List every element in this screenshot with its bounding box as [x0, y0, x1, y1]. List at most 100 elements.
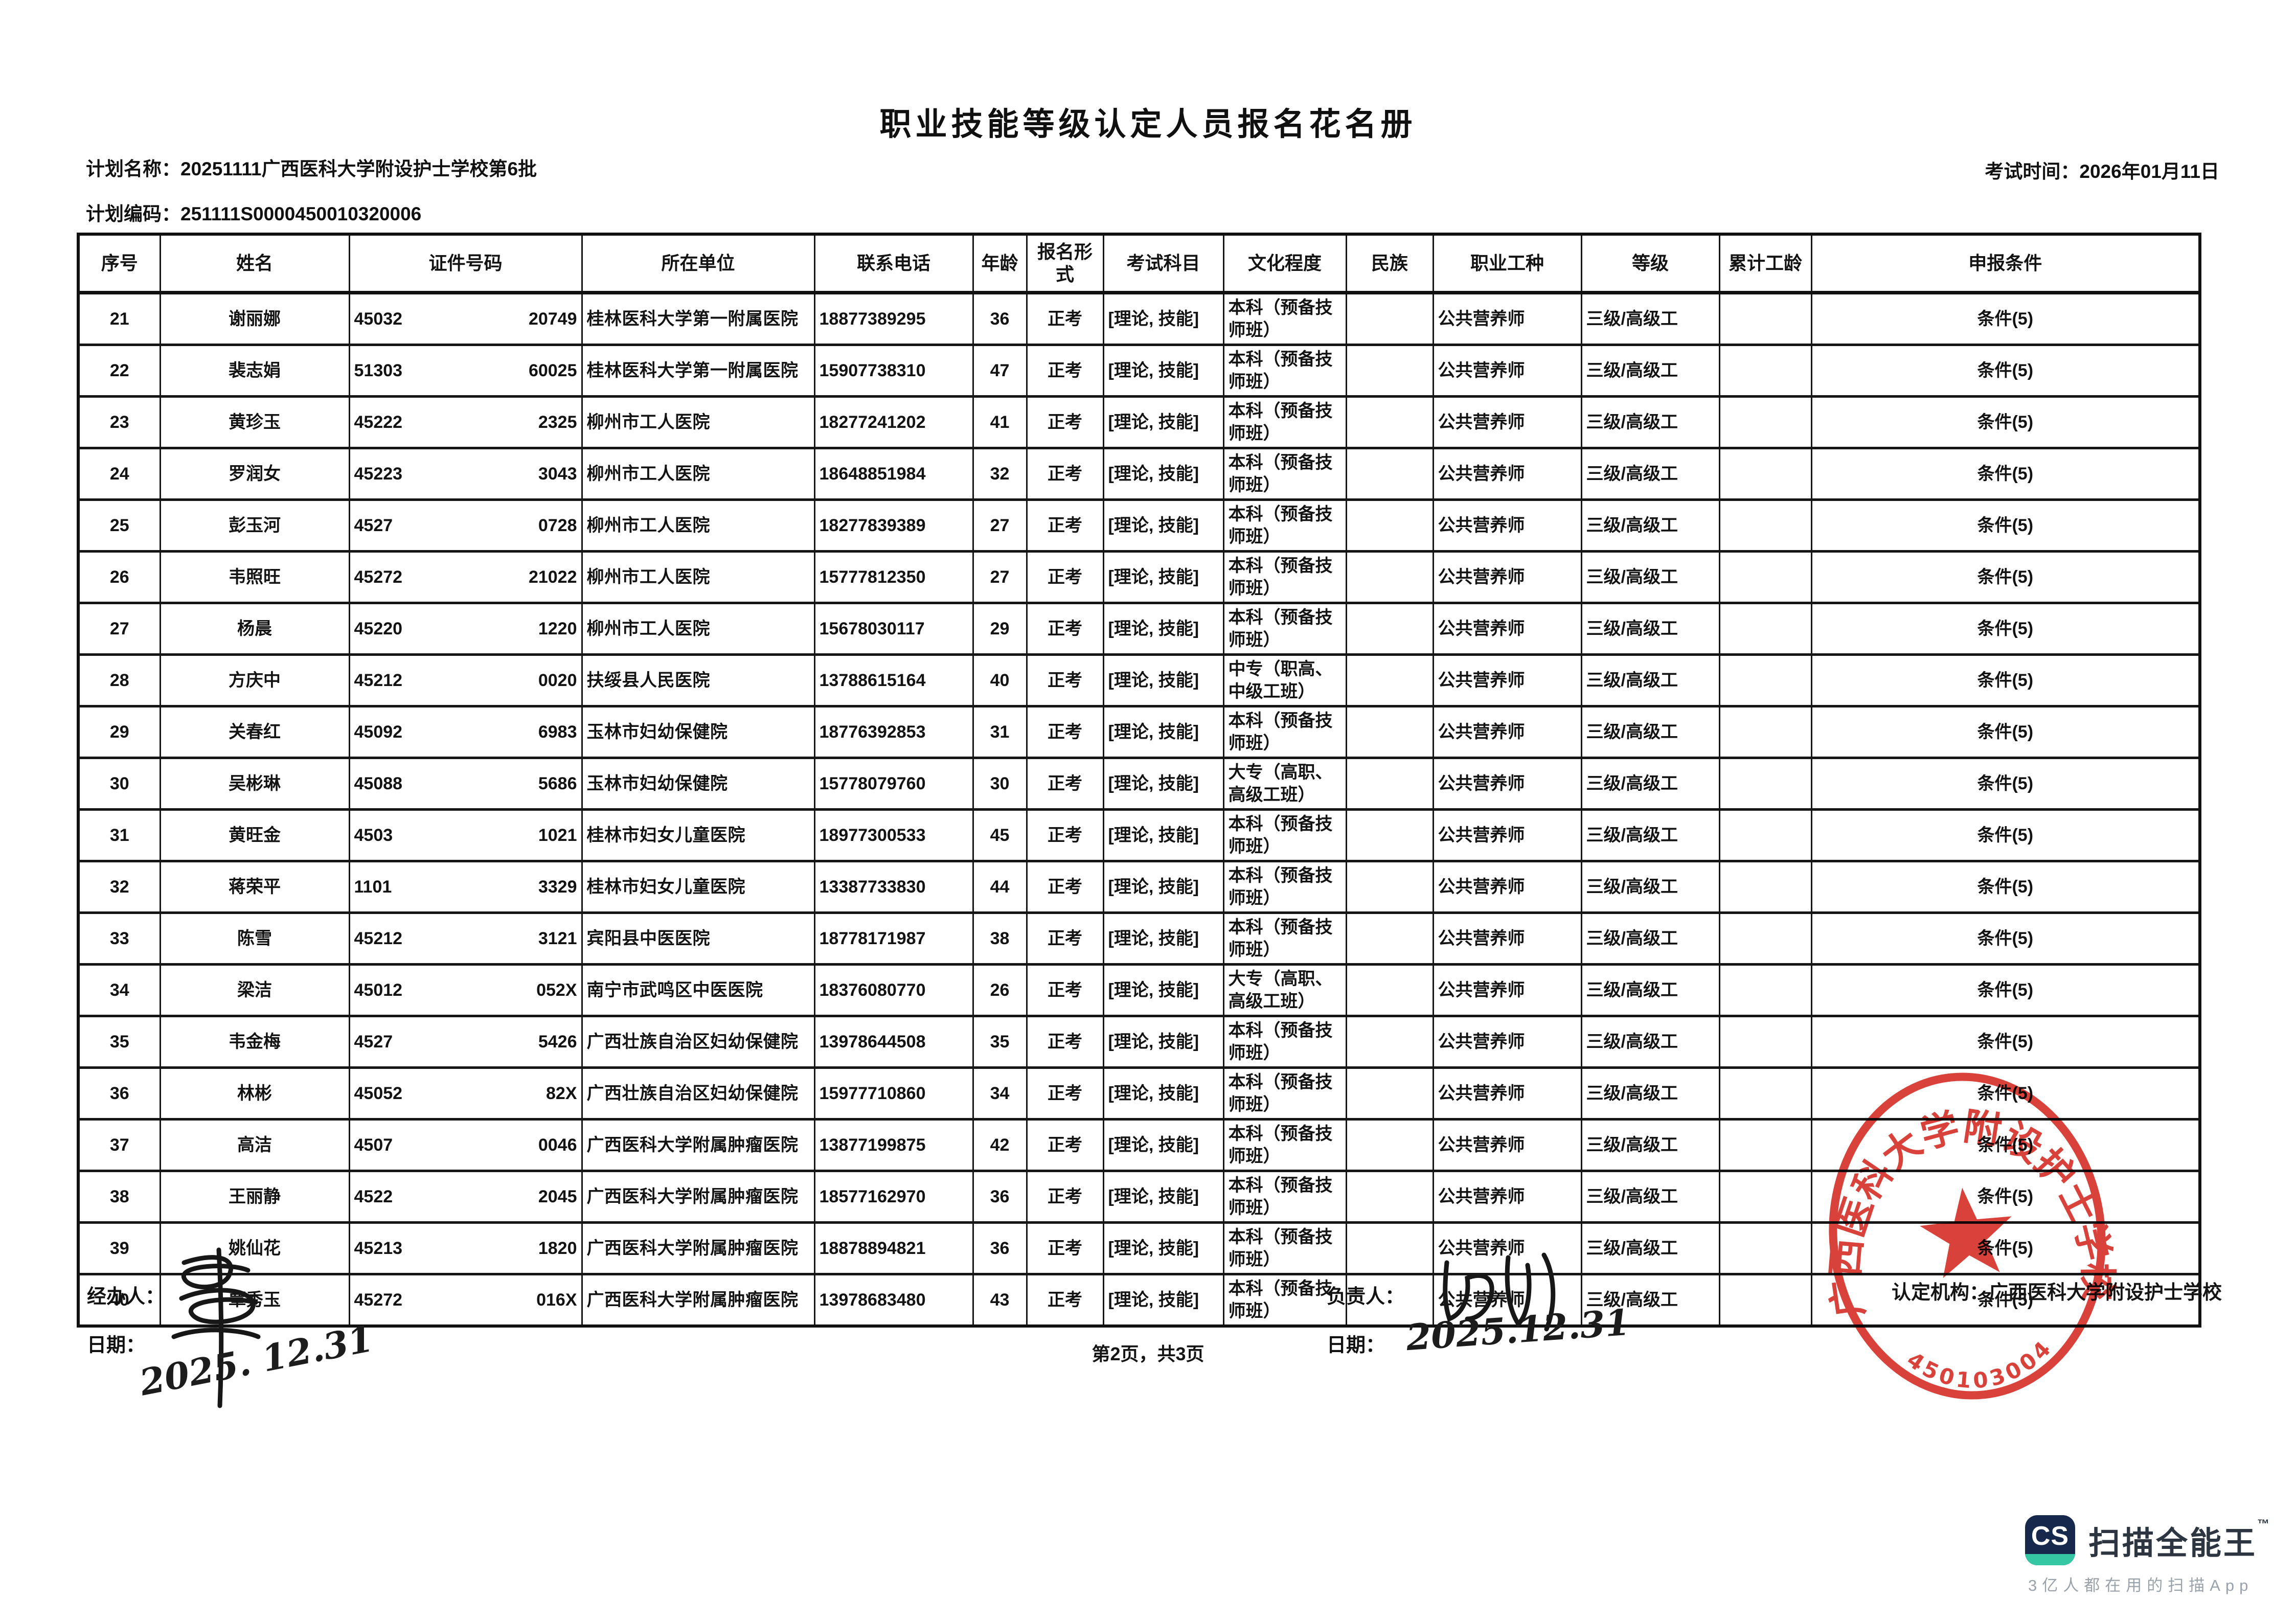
id-prefix: 45272 [354, 567, 403, 587]
cell-ethnicity [1345, 911, 1434, 966]
cell-ethnicity [1345, 1015, 1434, 1069]
cell-unit: 广西医科大学附属肿瘤医院 [581, 1273, 815, 1328]
cell-phone: 18277839389 [813, 498, 974, 553]
cell-level: 三级/高级工 [1580, 344, 1720, 398]
cell-phone: 18376080770 [813, 963, 974, 1017]
cell-registration-form: 正考 [1026, 653, 1104, 707]
cell-ethnicity [1345, 498, 1434, 553]
plan-name-value: 20251111广西医科大学附设护士学校第6批 [180, 158, 537, 179]
table-row: 28 方庆中 45212 0020 扶绥县人民医院 13788615164 40 正考 [理论,… [77, 653, 2201, 707]
id-prefix: 45012 [354, 980, 403, 1000]
cell-age: 40 [972, 653, 1028, 707]
cell-phone: 15907738310 [813, 344, 974, 398]
cell-exam-subjects: [理论, 技能] [1102, 291, 1224, 346]
camscanner-app-name: 扫描全能王™ [2088, 1517, 2271, 1561]
cell-age: 27 [972, 550, 1028, 604]
table-row: 25 彭玉河 4527 0728 柳州市工人医院 18277839389 27 正考 [理论, … [77, 498, 2201, 553]
id-suffix: 60025 [528, 361, 577, 380]
plan-name-line: 计划名称：20251111广西医科大学附设护士学校第6批 [86, 153, 537, 181]
cell-ethnicity [1345, 963, 1434, 1017]
cell-age: 29 [972, 602, 1028, 656]
table-row: 33 陈雪 45212 3121 宾阳县中医医院 18778171987 38 正考 [理论, … [77, 911, 2201, 966]
cell-seniority [1718, 291, 1812, 346]
cell-seniority [1718, 344, 1812, 398]
cell-no: 33 [77, 911, 161, 966]
cell-no: 26 [77, 550, 161, 604]
cell-occupation: 公共营养师 [1432, 1170, 1582, 1224]
page-title: 职业技能等级认定人员报名花名册 [879, 107, 1417, 142]
cell-education: 本科（预备技师班） [1222, 911, 1347, 966]
cell-no: 36 [77, 1066, 161, 1121]
cell-level: 三级/高级工 [1580, 550, 1720, 604]
cell-level: 三级/高级工 [1580, 1170, 1720, 1224]
exam-time-line: 考试时间：2026年01月11日 [1985, 156, 2219, 184]
cell-level: 三级/高级工 [1580, 705, 1720, 759]
cell-unit: 桂林医科大学第一附属医院 [581, 344, 815, 398]
table-row: 24 罗润女 45223 3043 柳州市工人医院 18648851984 32 正考 [理论,… [77, 447, 2201, 501]
cell-condition: 条件(5) [1810, 291, 2201, 346]
camscanner-tagline: 3亿人都在用的扫描App [2028, 1577, 2254, 1594]
cell-exam-subjects: [理论, 技能] [1102, 550, 1224, 604]
cell-id-number: 45212 3121 [348, 911, 583, 966]
cell-level: 三级/高级工 [1580, 291, 1720, 346]
table-row: 31 黄旺金 4503 1021 桂林市妇女儿童医院 18977300533 45 正考 [理论… [77, 808, 2201, 862]
cell-id-number: 45223 3043 [348, 447, 583, 501]
cell-unit: 广西医科大学附属肿瘤医院 [581, 1221, 815, 1275]
column-header-7: 考试科目 [1102, 233, 1224, 294]
cell-name: 高洁 [159, 1118, 350, 1172]
cell-name: 谢丽娜 [159, 291, 350, 346]
column-header-3: 所在单位 [581, 233, 815, 294]
id-prefix: 1101 [354, 877, 392, 897]
certifying-org-label: 认定机构： [1891, 1282, 1989, 1304]
cell-condition: 条件(5) [1810, 395, 2201, 449]
cell-seniority [1718, 705, 1812, 759]
cell-education: 本科（预备技师班） [1222, 808, 1347, 862]
cell-seniority [1718, 447, 1812, 501]
cell-id-number: 45222 2325 [348, 395, 583, 449]
id-suffix: 1820 [538, 1239, 577, 1258]
cell-occupation: 公共营养师 [1432, 291, 1582, 346]
cell-name: 方庆中 [159, 653, 350, 707]
cell-seniority [1718, 602, 1812, 656]
cell-age: 35 [972, 1015, 1028, 1069]
cell-id-number: 45213 1820 [348, 1221, 583, 1275]
cell-occupation: 公共营养师 [1432, 1221, 1582, 1275]
cell-id-number: 45092 6983 [348, 705, 583, 759]
id-prefix: 45223 [354, 464, 403, 484]
table-row: 26 韦照旺 45272 21022 柳州市工人医院 15777812350 27 正考 [理论… [77, 550, 2201, 604]
cell-name: 蒋荣平 [159, 860, 350, 914]
cell-name: 吴彬琳 [159, 757, 350, 811]
cell-exam-subjects: [理论, 技能] [1102, 757, 1224, 811]
cell-registration-form: 正考 [1026, 1170, 1104, 1224]
cell-exam-subjects: [理论, 技能] [1102, 1221, 1224, 1275]
cell-phone: 18877389295 [813, 291, 974, 346]
cell-ethnicity [1345, 602, 1434, 656]
cell-name: 裴志娟 [159, 344, 350, 398]
cell-condition: 条件(5) [1810, 1170, 2201, 1224]
cell-level: 三级/高级工 [1580, 1273, 1720, 1328]
id-suffix: 20749 [528, 309, 577, 329]
plan-code-label: 计划编码： [86, 203, 180, 224]
cell-education: 本科（预备技师班） [1222, 498, 1347, 553]
column-header-4: 联系电话 [813, 233, 974, 294]
cell-age: 47 [972, 344, 1028, 398]
roster-table: 序号 姓名 证件号码 所在单位 联系电话 年龄 报名形式 考试科目 文化程度 民族 职业工种 等级 累计… [77, 233, 2201, 1328]
cell-education: 本科（预备技师班） [1222, 395, 1347, 449]
cell-education: 本科（预备技师班） [1222, 1170, 1347, 1224]
cell-age: 44 [972, 860, 1028, 914]
cell-no: 23 [77, 395, 161, 449]
cell-no: 29 [77, 705, 161, 759]
cell-level: 三级/高级工 [1580, 498, 1720, 553]
cell-unit: 广西医科大学附属肿瘤医院 [581, 1118, 815, 1172]
handler-label: 经办人： [87, 1286, 165, 1308]
cell-phone: 18648851984 [813, 447, 974, 501]
cell-occupation: 公共营养师 [1432, 860, 1582, 914]
cell-occupation: 公共营养师 [1432, 550, 1582, 604]
cell-education: 大专（高职、高级工班） [1222, 963, 1347, 1017]
cell-age: 41 [972, 395, 1028, 449]
cell-id-number: 4527 5426 [348, 1015, 583, 1069]
cell-name: 覃秀玉 [159, 1273, 350, 1328]
column-header-10: 职业工种 [1432, 233, 1582, 294]
cell-phone: 15977710860 [813, 1066, 974, 1121]
camscanner-watermark: CS 扫描全能王™ 3亿人都在用的扫描App [2025, 1515, 2271, 1595]
